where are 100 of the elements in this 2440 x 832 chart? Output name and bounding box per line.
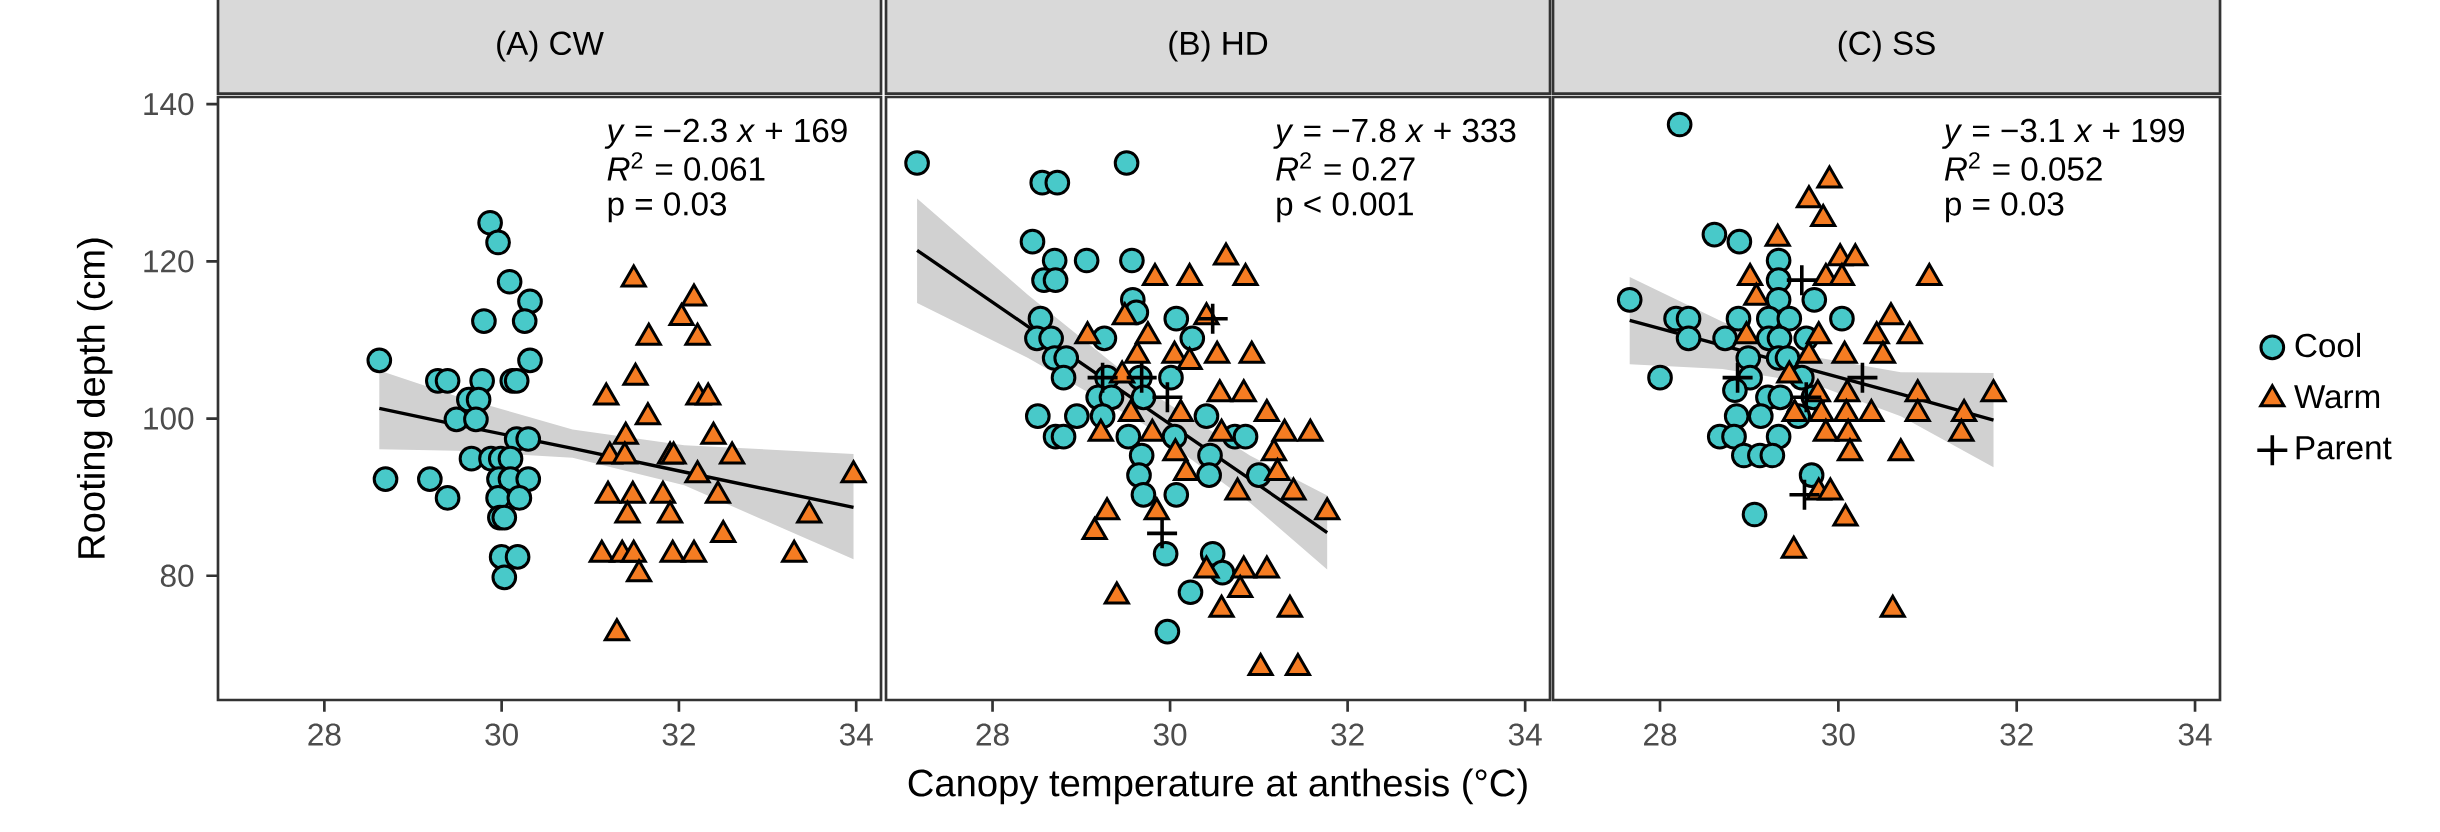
point [1196,462,1222,488]
point [1276,594,1303,618]
x-tick-label: 34 [1508,723,1542,746]
point [625,559,653,583]
x-tick-label: 28 [308,723,341,746]
x-tick-label: 34 [2178,723,2212,746]
x-axis-title: Canopy temperature at anthesis (°C) [908,768,1527,805]
x-tick-label: 30 [1822,723,1855,746]
x-tick-label: 32 [1331,723,1364,746]
point [1158,364,1184,391]
legend-label: Parent [2296,436,2392,460]
chart-title: (B) HD [1169,30,1268,62]
chart-title: (A) CW [497,30,604,62]
point [1232,423,1259,450]
point [588,539,615,563]
point [1119,247,1145,274]
y-tick-label: 100 [144,407,194,430]
point [659,539,686,563]
point [434,367,461,394]
point [1019,228,1046,255]
point [603,618,630,642]
point [517,288,543,315]
point [517,347,543,374]
point [1208,594,1235,618]
point [1042,267,1069,294]
point [511,308,538,334]
point [710,520,737,544]
point [1152,540,1179,567]
annotation: y = −2.3 x + 169 [604,118,847,149]
point [485,229,511,256]
annotation: p = 0.03 [608,192,727,223]
point [620,539,647,563]
point [657,500,684,524]
annotation: p = 0.03 [1946,192,2064,223]
point [594,480,622,504]
point [1064,403,1090,430]
point [366,347,393,374]
y-tick-label: 80 [160,564,194,587]
x-tick-label: 28 [976,723,1009,746]
y-axis-title: Rooting depth (cm) [76,238,113,558]
point [1227,575,1254,599]
annotation: p < 0.001 [1277,192,1413,223]
point [593,382,620,406]
point [1093,497,1121,521]
point [1163,481,1190,508]
point [1314,497,1341,521]
annotation: y = −7.8 x + 333 [1273,118,1516,149]
point [1253,555,1280,579]
point [1284,652,1311,676]
x-tick-label: 28 [1644,723,1677,746]
y-tick-label: 140 [144,92,194,116]
y-tick-label: 120 [144,250,194,273]
x-tick-label: 34 [839,723,873,746]
point [700,421,727,445]
point [1280,477,1307,501]
point [1230,555,1257,579]
point [1179,325,1206,352]
annotation: R$^{2}$ = 0.061 [607,152,765,181]
point [1224,477,1251,501]
point [1260,438,1287,462]
annotation: R$^{2}$ = 0.27 [1276,152,1415,181]
point [840,460,867,484]
point [1163,305,1190,332]
legend-label: Warm [2294,385,2380,409]
point [904,150,930,176]
point [1247,652,1274,676]
point [684,460,711,484]
point [1050,423,1077,450]
point [496,268,523,295]
point [1073,247,1100,274]
chart-title: (C) SS [1838,30,1935,62]
point [503,367,530,394]
point [1130,384,1157,411]
point [1044,169,1071,196]
point [1103,581,1130,605]
point [477,209,503,236]
point [1130,481,1157,508]
point [1024,403,1051,430]
point [719,441,746,465]
x-tick-label: 32 [2000,723,2033,746]
point [1081,516,1108,540]
point [649,480,677,504]
point [1143,497,1170,521]
point [471,308,497,334]
point [1115,423,1142,450]
x-tick-label: 30 [485,723,518,746]
point [781,539,808,563]
point [612,421,639,445]
point [1113,150,1140,176]
x-tick-label: 30 [1153,723,1187,746]
point [1050,364,1077,391]
point [619,480,646,504]
point [1193,403,1220,430]
point [1246,462,1272,488]
annotation: R$^{2}$ = 0.052 [1944,152,2102,181]
point [695,382,722,406]
point [1193,555,1220,579]
point [796,500,823,524]
point [634,402,661,426]
legend-label: Cool [2295,332,2361,358]
